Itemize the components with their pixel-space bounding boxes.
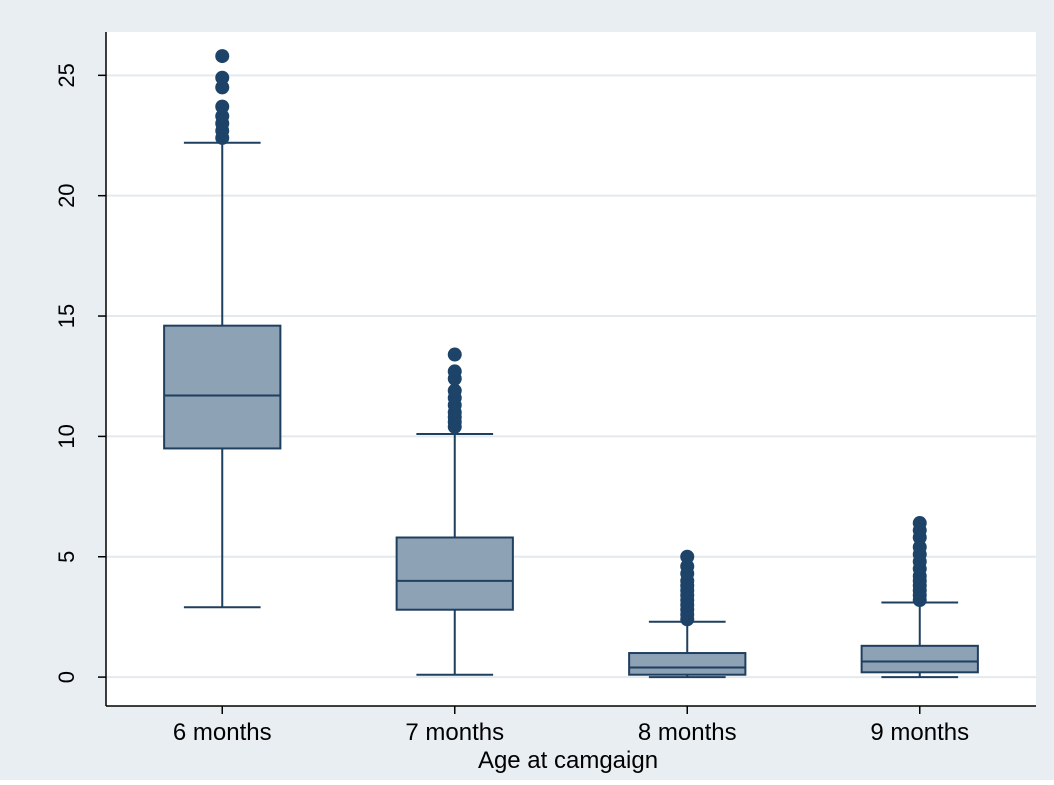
y-tick-label: 0: [54, 671, 79, 683]
boxes: [163, 49, 979, 679]
outlier-point: [680, 559, 695, 574]
box-group: [628, 549, 747, 679]
box-iqr: [628, 652, 747, 676]
x-tick-label: 9 months: [870, 719, 969, 746]
y-tick-label: 10: [54, 424, 79, 448]
x-tick-label: 7 months: [405, 719, 504, 746]
y-tick-label: 25: [54, 63, 79, 87]
outlier-point: [912, 516, 927, 531]
outlier-point: [215, 80, 230, 95]
outlier-point: [447, 383, 462, 398]
box-group: [860, 516, 979, 679]
outlier-point: [215, 49, 230, 64]
box-iqr: [395, 536, 514, 611]
axes: [98, 32, 1036, 714]
outlier-point: [215, 109, 230, 124]
box-iqr: [860, 644, 979, 674]
box-group: [163, 49, 282, 609]
box-iqr: [163, 324, 282, 450]
grid-lines: [106, 74, 1036, 679]
y-tick-label: 5: [54, 551, 79, 563]
box-group: [395, 347, 514, 676]
x-tick-label: 8 months: [638, 719, 737, 746]
outlier-point: [215, 99, 230, 114]
outlier-point: [912, 540, 927, 555]
labels: Age at camgaign 0 5 10 15 20 25 6 months 7 mont…: [54, 63, 969, 774]
outlier-point: [447, 364, 462, 379]
y-tick-label: 20: [54, 183, 79, 207]
outlier-point: [447, 347, 462, 362]
x-axis-title: Age at camgaign: [478, 747, 658, 774]
outlier-point: [680, 549, 695, 564]
y-tick-label: 15: [54, 304, 79, 328]
x-tick-label: 6 months: [173, 719, 272, 746]
outlier-point: [215, 70, 230, 85]
